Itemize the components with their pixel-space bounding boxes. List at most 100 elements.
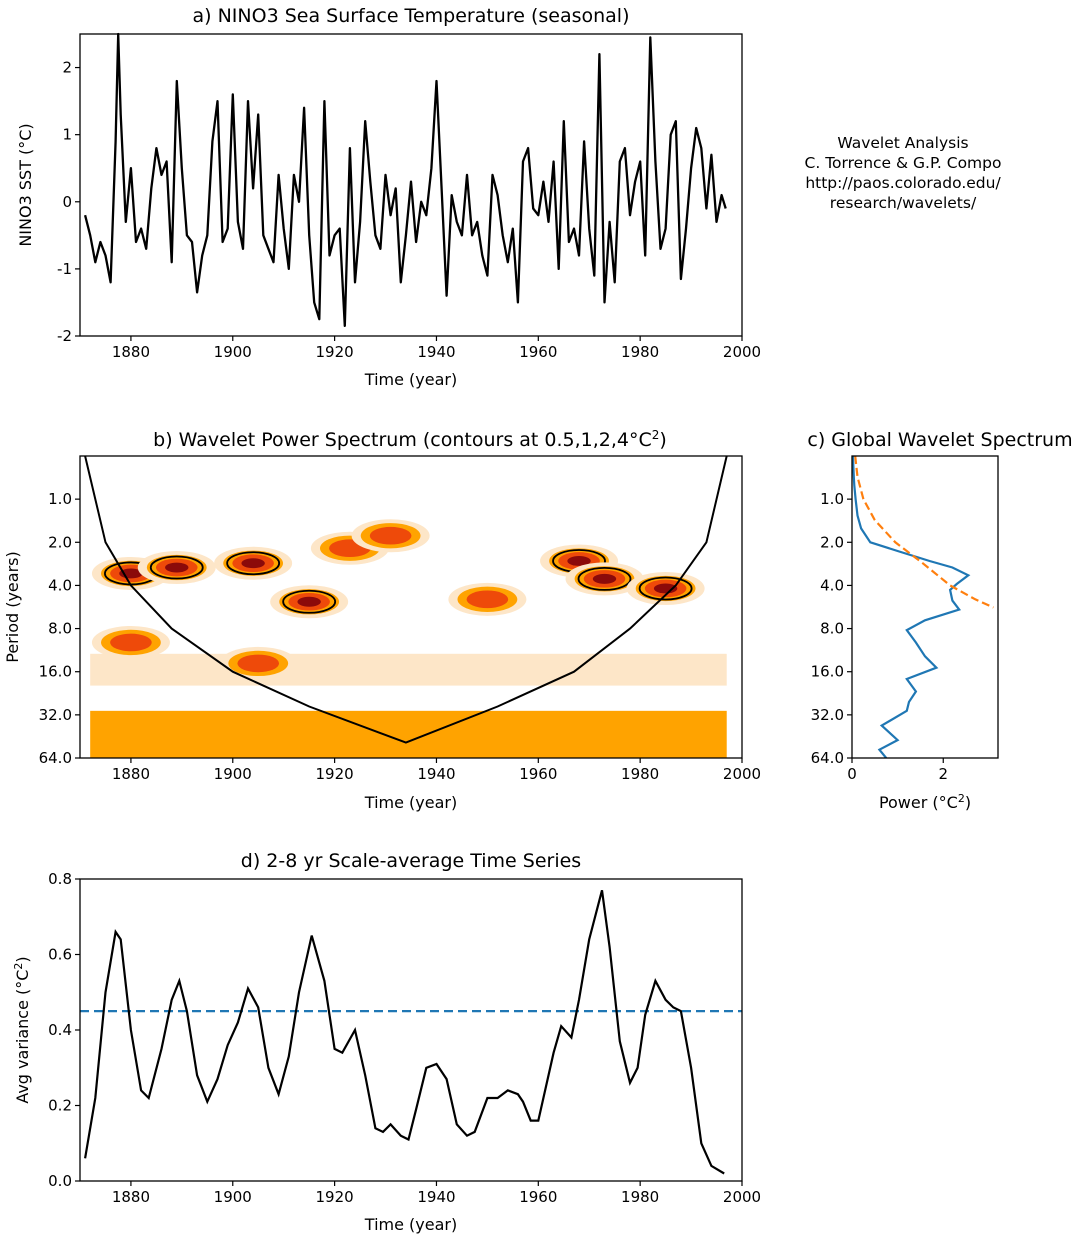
significance-contour [226,551,281,576]
panel-a-x-tick-label: 1980 [621,343,659,361]
panel-c-frame [851,455,999,759]
panel-c-y-tick-label: 16.0 [811,663,844,681]
power-band-low [90,653,727,686]
panel-c-y-tick-label: 32.0 [811,706,844,724]
panel-b-plot [84,456,728,758]
cone-of-influence-line [84,456,728,744]
panel-c-y-tick-label: 2.0 [820,533,844,551]
panel-d-y-tick-label: 0.2 [48,1097,72,1115]
significance-line [854,456,994,609]
panel-c-y-tick-label: 8.0 [820,620,844,638]
panel-b-x-tick-label: 1880 [112,765,150,783]
power-contour-level-4 [567,556,591,566]
panel-d-y-tick-label: 0.8 [48,870,72,888]
panel-c-xlabel-main: Power (°C [879,793,958,812]
power-contour-level-3 [237,654,280,673]
panel-b-xlabel: Time (year) [364,793,457,812]
panel-b: b) Wavelet Power Spectrum (contours at 0… [3,428,761,812]
panel-d-x-tick-label: 1960 [519,1188,557,1206]
significance-contour [149,555,204,580]
panel-c-x-tick-label: 2 [938,765,948,783]
panel-b-title-sup: 2 [652,428,660,442]
panel-c-x-tick-label: 0 [847,765,857,783]
panel-d-x-tick-label: 1940 [417,1188,455,1206]
panel-a-x-tick-label: 1880 [112,343,150,361]
panel-c-plot [852,456,994,758]
panel-a-line-layer [83,32,727,328]
panel-b-y-tick-label: 16.0 [39,663,72,681]
panel-a-y-tick-label: -1 [57,260,72,278]
panel-b-y-tick-label: 4.0 [48,576,72,594]
panel-b-frame [79,455,743,759]
panel-a-y-tick-label: 2 [62,59,72,77]
panel-d-y-tick-label: 0.0 [48,1172,72,1190]
credit-line-1: Wavelet Analysis [837,134,968,152]
panel-d-x-tick-label: 1920 [316,1188,354,1206]
panel-b-y-tick-label: 32.0 [39,706,72,724]
panel-b-x-tick-label: 2000 [723,765,761,783]
panel-c-y-tick-label: 1.0 [820,490,844,508]
panel-d-ylabel: Avg variance (°C2) [12,956,32,1103]
panel-c-xlabel-sup: 2 [958,792,965,805]
panel-a-y-ticks: -2 -1 0 1 2 [57,59,80,345]
panel-c-y-tick-label: 4.0 [820,576,844,594]
panel-b-x-tick-label: 1920 [316,765,354,783]
credit-line-2: C. Torrence & G.P. Compo [805,154,1002,172]
panel-d-x-tick-label: 1900 [214,1188,252,1206]
power-contour-level-3 [466,590,509,609]
power-contour-level-3 [110,633,152,652]
panel-a-x-tick-label: 2000 [723,343,761,361]
panel-b-x-tick-label: 1940 [417,765,455,783]
panel-d-ylabel-main: Avg variance (°C [13,970,32,1104]
panel-b-power-layer [90,519,727,758]
panel-d-xlabel: Time (year) [364,1215,457,1234]
panel-a-title: a) NINO3 Sea Surface Temperature (season… [193,5,630,27]
panel-d-y-tick-label: 0.4 [48,1021,72,1039]
panel-b-y-ticks: 1.0 2.0 4.0 8.0 16.0 32.0 64.0 [39,490,80,767]
panel-b-y-tick-label: 8.0 [48,620,72,638]
panel-d-ylabel-end: ) [13,956,32,962]
panel-a-x-tick-label: 1900 [214,343,252,361]
global-spectrum-line [852,456,971,758]
panel-a-y-tick-label: -2 [57,327,72,345]
panel-d-x-ticks: 1880 1900 1920 1940 1960 1980 2000 [112,1181,761,1206]
panel-a: a) NINO3 Sea Surface Temperature (season… [16,5,761,389]
panel-a-y-tick-label: 0 [62,193,72,211]
significance-contour [282,589,337,614]
nino3-sst-line [83,32,727,328]
panel-d-x-tick-label: 2000 [723,1188,761,1206]
panel-c-xlabel: Power (°C2) [879,792,971,812]
significance-contour [577,566,632,591]
panel-d-x-tick-label: 1880 [112,1188,150,1206]
panel-d: d) 2-8 yr Scale-average Time Series 1880… [12,850,761,1234]
panel-a-x-tick-label: 1920 [316,343,354,361]
panel-b-x-ticks: 1880 1900 1920 1940 1960 1980 2000 [112,758,761,783]
panel-d-y-tick-label: 0.6 [48,946,72,964]
panel-d-title: d) 2-8 yr Scale-average Time Series [241,850,581,872]
credit-block: Wavelet Analysis C. Torrence & G.P. Comp… [805,134,1002,212]
power-contour-level-4 [297,596,321,607]
power-contour-level-4 [653,583,678,594]
panel-b-y-tick-label: 2.0 [48,533,72,551]
panel-a-xlabel: Time (year) [364,370,457,389]
panel-a-x-tick-label: 1960 [519,343,557,361]
power-contour-level-4 [165,562,189,573]
panel-b-title: b) Wavelet Power Spectrum (contours at 0… [153,428,667,451]
panel-b-x-tick-label: 1960 [519,765,557,783]
panel-b-y-tick-label: 1.0 [48,490,72,508]
panel-a-frame [79,33,743,337]
scale-average-line [84,890,725,1175]
panel-a-ylabel: NINO3 SST (°C) [16,123,35,246]
panel-d-x-tick-label: 1980 [621,1188,659,1206]
panel-b-y-tick-label: 64.0 [39,749,72,767]
panel-c-y-ticks: 1.0 2.0 4.0 8.0 16.0 32.0 64.0 [811,490,852,767]
significance-contour [638,576,693,601]
panel-b-title-end: ) [659,429,666,451]
panel-b-ylabel: Period (years) [3,551,22,663]
panel-a-x-ticks: 1880 1900 1920 1940 1960 1980 2000 [112,336,761,361]
power-contour-level-3 [369,526,412,545]
panel-d-ylabel-sup: 2 [12,963,25,970]
